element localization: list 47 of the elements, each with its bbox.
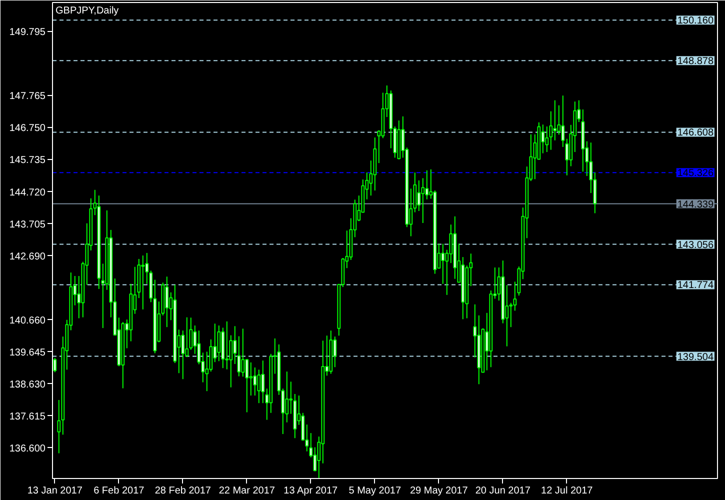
x-tick-label: 22 Mar 2017 — [218, 486, 276, 496]
ref-line-label: 143.056 — [677, 240, 714, 251]
candlestick — [249, 362, 253, 396]
x-tick-label: 5 May 2017 — [348, 486, 402, 496]
ref-line-label: 148.878 — [677, 56, 714, 68]
y-tick-label: 143.705 — [9, 219, 46, 230]
y-tick-label: 145.735 — [9, 155, 46, 166]
candlestick — [441, 243, 445, 284]
candlestick — [545, 126, 549, 153]
ref-line-label: 150.160 — [677, 16, 714, 27]
candlestick — [225, 320, 229, 370]
x-tick-label: 12 Jul 2017 — [541, 486, 594, 496]
candlestick — [553, 100, 557, 141]
ref-line-label: 139.504 — [677, 352, 714, 363]
x-tick-label: 29 May 2017 — [410, 486, 468, 496]
ref-line-label: 141.774 — [677, 280, 714, 292]
candlestick — [549, 110, 553, 150]
candlestick — [181, 330, 185, 380]
ref-line-label: 145.326 — [677, 168, 714, 180]
x-tick-label: 13 Jan 2017 — [27, 486, 83, 496]
candlestick — [261, 360, 265, 404]
y-tick-label: 140.660 — [9, 315, 46, 326]
x-tick-label: 6 Feb 2017 — [94, 486, 145, 496]
y-tick-label: 144.720 — [9, 187, 46, 198]
chart-title: GBPJPY,Daily — [56, 6, 119, 16]
y-tick-label: 149.795 — [9, 27, 46, 38]
ref-line-label: 146.608 — [677, 128, 714, 139]
y-tick-label: 142.690 — [9, 251, 46, 262]
y-tick-label: 136.600 — [9, 443, 46, 454]
ref-line-label: 144.339 — [677, 199, 714, 210]
y-tick-label: 137.615 — [9, 411, 46, 422]
candlestick — [253, 366, 257, 396]
candlestick — [141, 254, 145, 310]
candlestick — [257, 369, 261, 404]
x-tick-label: 20 Jun 2017 — [475, 486, 531, 496]
y-tick-label: 138.630 — [9, 379, 46, 390]
candlestick — [241, 328, 245, 378]
y-tick-label: 139.645 — [9, 347, 46, 358]
candlestick — [421, 178, 425, 224]
y-tick-label: 147.765 — [9, 91, 46, 102]
x-tick-label: 13 Apr 2017 — [284, 486, 338, 496]
candlestick — [333, 336, 337, 368]
candlestick — [165, 276, 169, 328]
candlestick — [217, 325, 221, 362]
candlestick — [417, 180, 421, 212]
y-tick-label: 146.750 — [9, 123, 46, 134]
x-tick-label: 28 Feb 2017 — [154, 486, 212, 496]
